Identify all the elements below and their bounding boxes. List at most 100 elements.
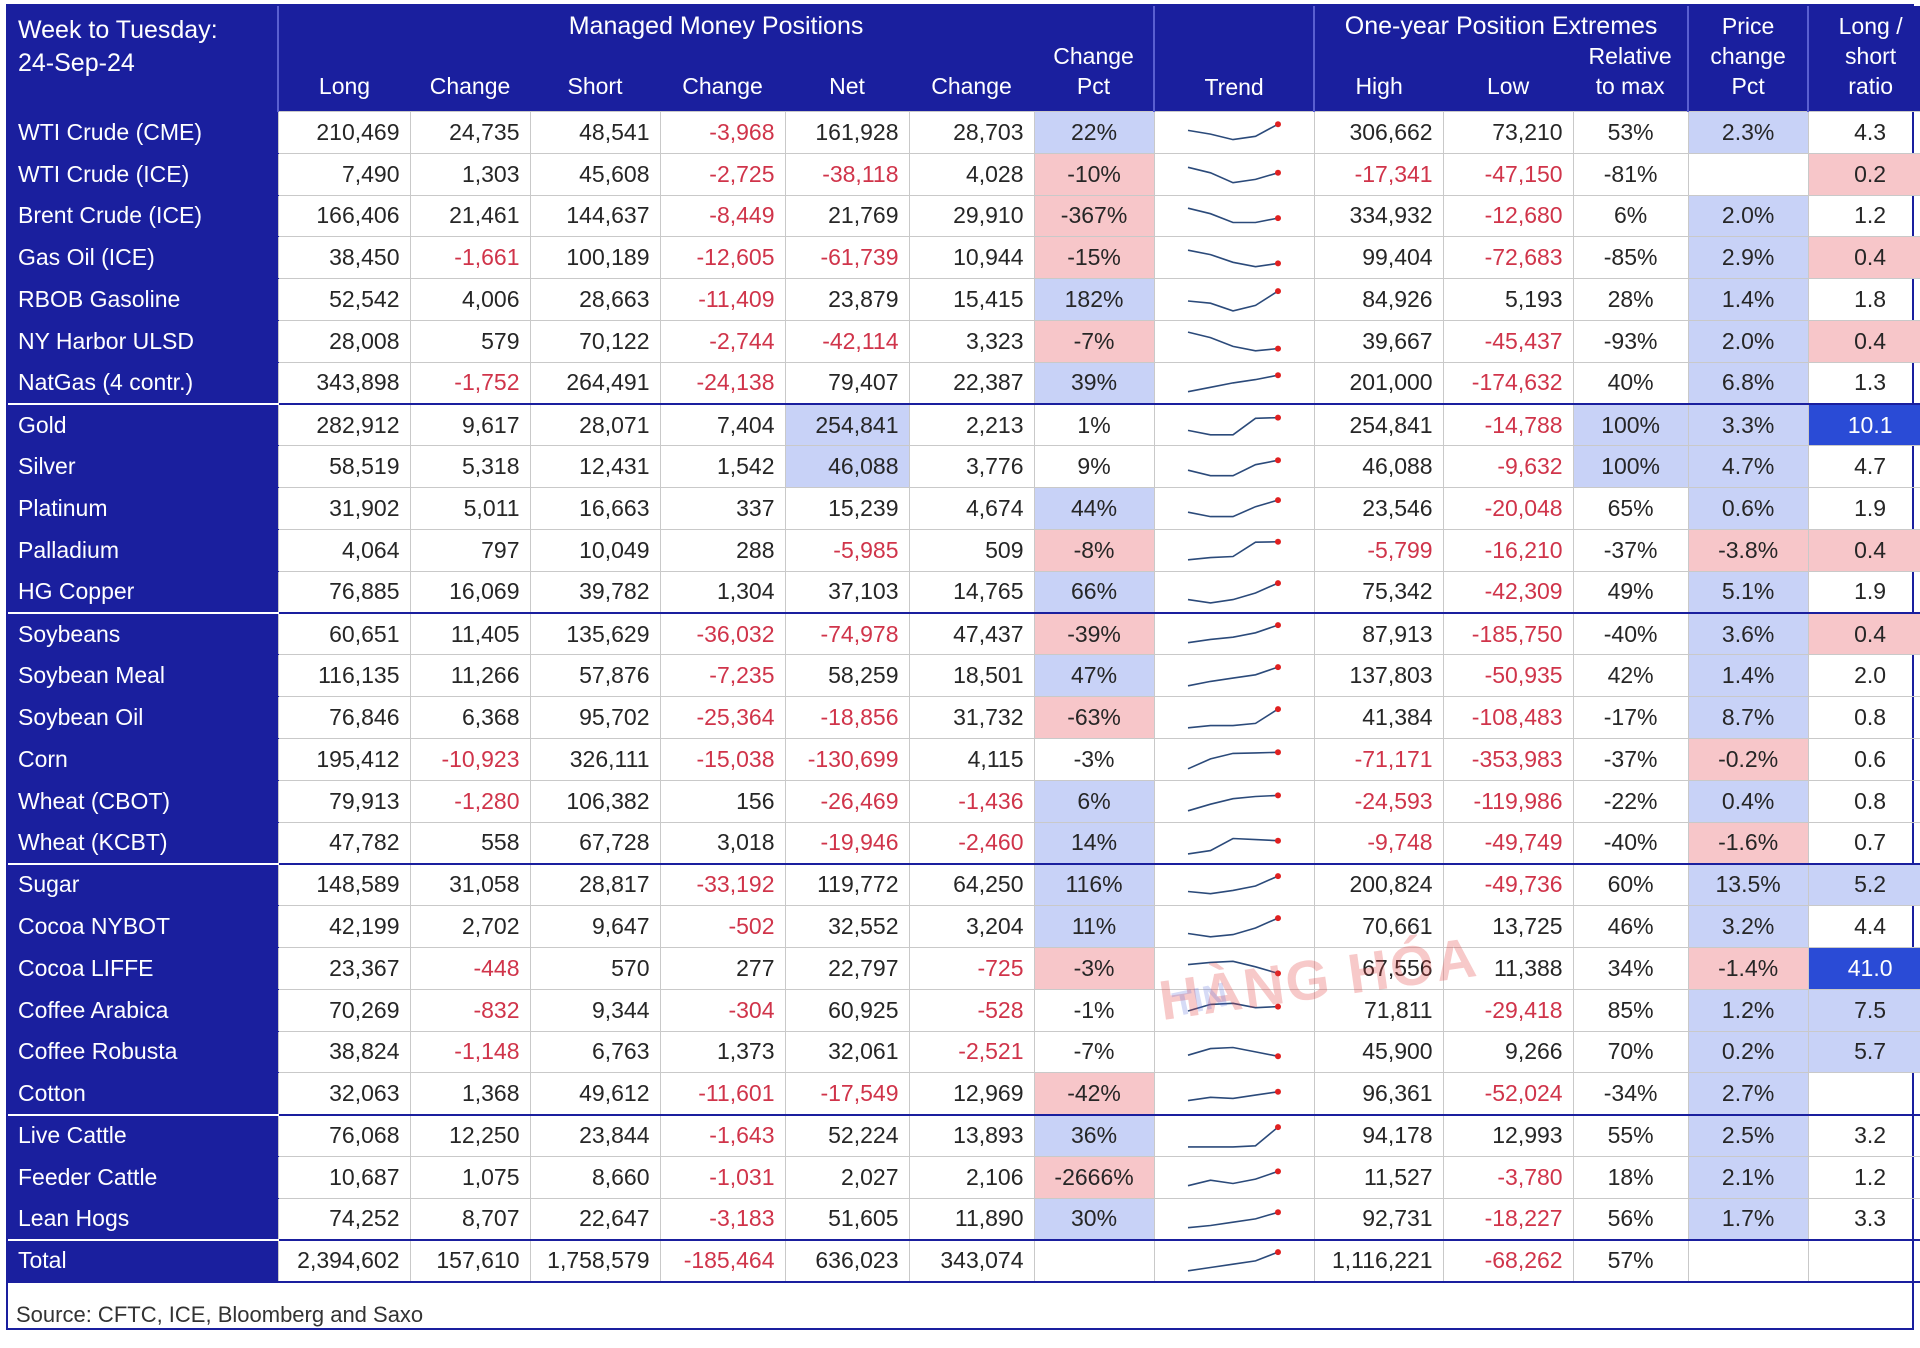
table-row: Gas Oil (ICE) 38,450 -1,661 100,189 -12,605-… xyxy=(8,236,1920,280)
net-cell: 37,103 xyxy=(784,570,910,614)
change-net-cell: 509 xyxy=(908,528,1035,572)
short-cell: 28,817 xyxy=(529,862,661,907)
low-cell: -353,983 xyxy=(1442,737,1574,781)
trend-line xyxy=(1187,498,1279,517)
trend-latest-point xyxy=(1275,580,1282,587)
change-short-cell: -7,235 xyxy=(659,654,786,698)
low-cell: -119,986 xyxy=(1442,779,1574,823)
long-cell: 79,913 xyxy=(277,779,411,823)
trend-sparkline-cell xyxy=(1153,194,1315,238)
long-cell: 32,063 xyxy=(277,1072,411,1116)
trend-line xyxy=(1187,1046,1279,1058)
table-row: Soybeans 60,651 11,405 135,629 -36,032 -74,97… xyxy=(8,612,1920,656)
change-net-cell: -1,436 xyxy=(908,779,1035,823)
change-short-cell: -1,031 xyxy=(659,1155,786,1199)
trend-sparkline-cell xyxy=(1153,1113,1315,1157)
ls-ratio-cell: 0.4 xyxy=(1807,319,1920,363)
trend-sparkline-cell xyxy=(1153,905,1315,948)
trend-latest-point xyxy=(1275,622,1282,629)
change-pct-cell: 47% xyxy=(1033,654,1155,698)
trend-latest-point xyxy=(1275,496,1282,503)
relative-max-cell: -22% xyxy=(1572,779,1689,823)
table-row: Wheat (KCBT) 47,782 558 67,728 3,018 -19,946-… xyxy=(8,821,1920,865)
change-long-cell: 24,735 xyxy=(409,111,531,154)
long-cell: 195,412 xyxy=(277,737,411,781)
table-row: Cocoa LIFFE 23,367 -448 570 277 22,797 -725 -3%… xyxy=(8,946,1920,990)
col-change-long-header: Change xyxy=(410,41,530,112)
low-cell: 9,266 xyxy=(1442,1030,1574,1074)
trend-sparkline-cell xyxy=(1153,1239,1315,1283)
price-change-cell: 0.2% xyxy=(1687,1030,1809,1074)
low-cell: -29,418 xyxy=(1442,988,1574,1032)
low-cell: -45,437 xyxy=(1442,319,1574,363)
trend-line xyxy=(1187,624,1279,644)
source-note: Source: CFTC, ICE, Bloomberg and Saxo xyxy=(8,1280,1920,1348)
commodity-name: Soybeans xyxy=(8,612,278,656)
trend-sparkline-cell xyxy=(1153,528,1315,572)
trend-sparkline-cell xyxy=(1153,403,1315,447)
change-short-cell: -502 xyxy=(659,905,786,948)
trend-latest-point xyxy=(1275,914,1282,921)
change-net-cell: -2,460 xyxy=(908,821,1035,865)
low-cell: -185,750 xyxy=(1442,612,1574,656)
change-net-cell: 18,501 xyxy=(908,654,1035,698)
relative-max-cell: -81% xyxy=(1572,152,1689,196)
change-short-cell: -8,449 xyxy=(659,194,786,238)
change-pct-cell: -63% xyxy=(1033,696,1155,739)
long-cell: 76,068 xyxy=(277,1113,411,1157)
low-cell: 12,993 xyxy=(1442,1113,1574,1157)
price-change-cell: 2.9% xyxy=(1687,236,1809,280)
commodity-name: Coffee Robusta xyxy=(8,1031,278,1074)
trend-sparkline-cell xyxy=(1153,821,1315,865)
low-cell: -52,024 xyxy=(1442,1072,1574,1116)
long-cell: 116,135 xyxy=(277,654,411,698)
price-change-cell: 2.1% xyxy=(1687,1155,1809,1199)
low-cell: -42,309 xyxy=(1442,570,1574,614)
trend-sparkline xyxy=(1187,749,1282,770)
change-pct-cell: -42% xyxy=(1033,1072,1155,1116)
ls-ratio-cell: 1.8 xyxy=(1807,278,1920,321)
change-net-cell: 2,213 xyxy=(908,403,1035,447)
change-pct-cell: 30% xyxy=(1033,1197,1155,1241)
change-long-cell: 16,069 xyxy=(409,570,531,614)
ls-ratio-cell: 4.4 xyxy=(1807,905,1920,948)
relative-max-cell: 55% xyxy=(1572,1113,1689,1157)
trend-line xyxy=(1187,331,1279,352)
trend-latest-point xyxy=(1275,260,1282,267)
long-cell: 4,064 xyxy=(277,528,411,572)
trend-sparkline-cell xyxy=(1153,779,1315,823)
trend-line xyxy=(1187,1251,1279,1272)
long-cell: 60,651 xyxy=(277,612,411,656)
change-net-cell: 343,074 xyxy=(908,1239,1035,1283)
trend-sparkline xyxy=(1187,1168,1282,1187)
price-change-cell: 2.7% xyxy=(1687,1072,1809,1116)
low-cell: -49,749 xyxy=(1442,821,1574,865)
col-low-header: Low xyxy=(1443,41,1574,112)
change-long-cell: 11,405 xyxy=(409,612,531,656)
table-row: Soybean Oil 76,846 6,368 95,702 -25,364 -18,8… xyxy=(8,696,1920,739)
ls-ratio-cell: 0.4 xyxy=(1807,612,1920,656)
trend-latest-point xyxy=(1275,287,1282,294)
commodity-name: Cotton xyxy=(8,1072,278,1116)
ls-ratio-cell: 4.7 xyxy=(1807,445,1920,489)
change-short-cell: -304 xyxy=(659,988,786,1032)
relative-max-cell: 49% xyxy=(1572,570,1689,614)
net-cell: 52,224 xyxy=(784,1113,910,1157)
price-change-cell: -1.6% xyxy=(1687,821,1809,865)
change-long-cell: 558 xyxy=(409,821,531,865)
trend-latest-point xyxy=(1275,1249,1282,1256)
commodity-name: Cocoa NYBOT xyxy=(8,905,278,948)
ls-ratio-cell xyxy=(1807,1072,1920,1116)
low-cell: -68,262 xyxy=(1442,1239,1574,1283)
table-row: Coffee Arabica 70,269 -832 9,344 -304 60,925-… xyxy=(8,988,1920,1032)
change-pct-cell: 11% xyxy=(1033,905,1155,948)
low-cell: -174,632 xyxy=(1442,361,1574,405)
low-cell: -18,227 xyxy=(1442,1197,1574,1241)
change-pct-cell xyxy=(1033,1239,1155,1283)
trend-latest-point xyxy=(1275,970,1282,977)
high-cell: 11,527 xyxy=(1313,1155,1444,1199)
change-net-cell: 2,106 xyxy=(908,1155,1035,1199)
change-long-cell: -1,661 xyxy=(409,236,531,280)
change-long-cell: -10,923 xyxy=(409,737,531,781)
trend-sparkline xyxy=(1188,1123,1282,1148)
